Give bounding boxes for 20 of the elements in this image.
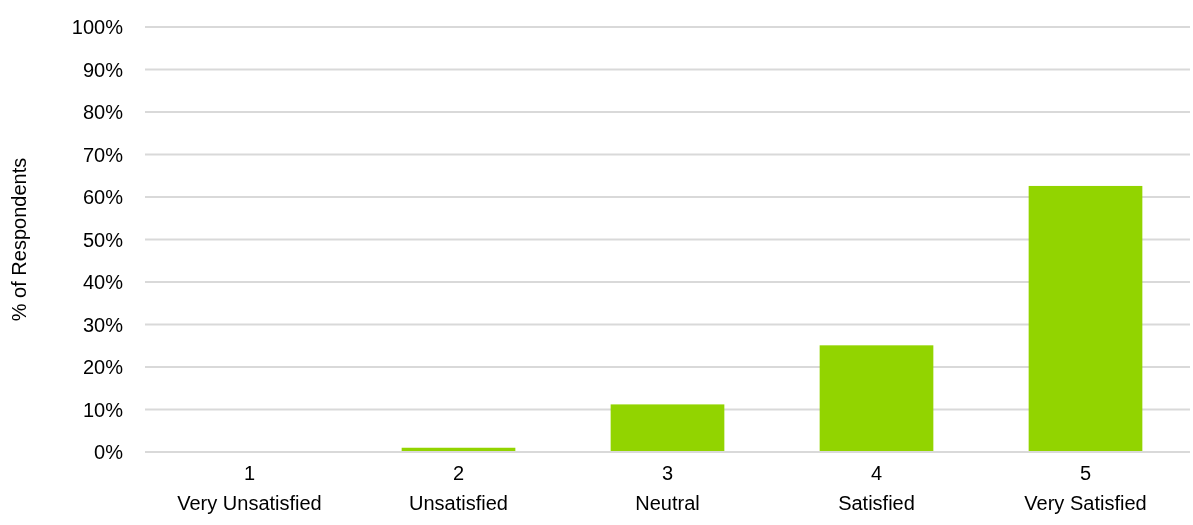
y-tick-label: 0% [94,441,124,463]
y-tick-label: 20% [82,356,124,378]
y-tick-label: 60% [82,186,124,208]
x-tick-label: 4 Satisfied [838,462,915,514]
y-tick-label: 50% [82,228,124,251]
y-tick-label: 40% [82,271,124,293]
y-tick-label: 30% [82,313,124,336]
y-axis-title: % of Respondents [8,157,30,322]
bar [819,345,934,452]
x-tick-label: 3 Neutral [635,462,700,514]
x-tick-label: 1 Very Unsatisfied [177,462,322,514]
y-tick-label: 70% [82,143,124,166]
x-tick-label: 2 Unsatisfied [409,462,508,514]
y-tick-label: 10% [82,398,124,421]
y-tick-label: 90% [82,58,124,81]
bar [1028,185,1143,452]
x-tick-label: 5 Very Satisfied [1024,462,1147,514]
y-tick-label: 80% [82,101,124,123]
bar [610,404,725,452]
y-tick-label: 100% [71,16,124,38]
